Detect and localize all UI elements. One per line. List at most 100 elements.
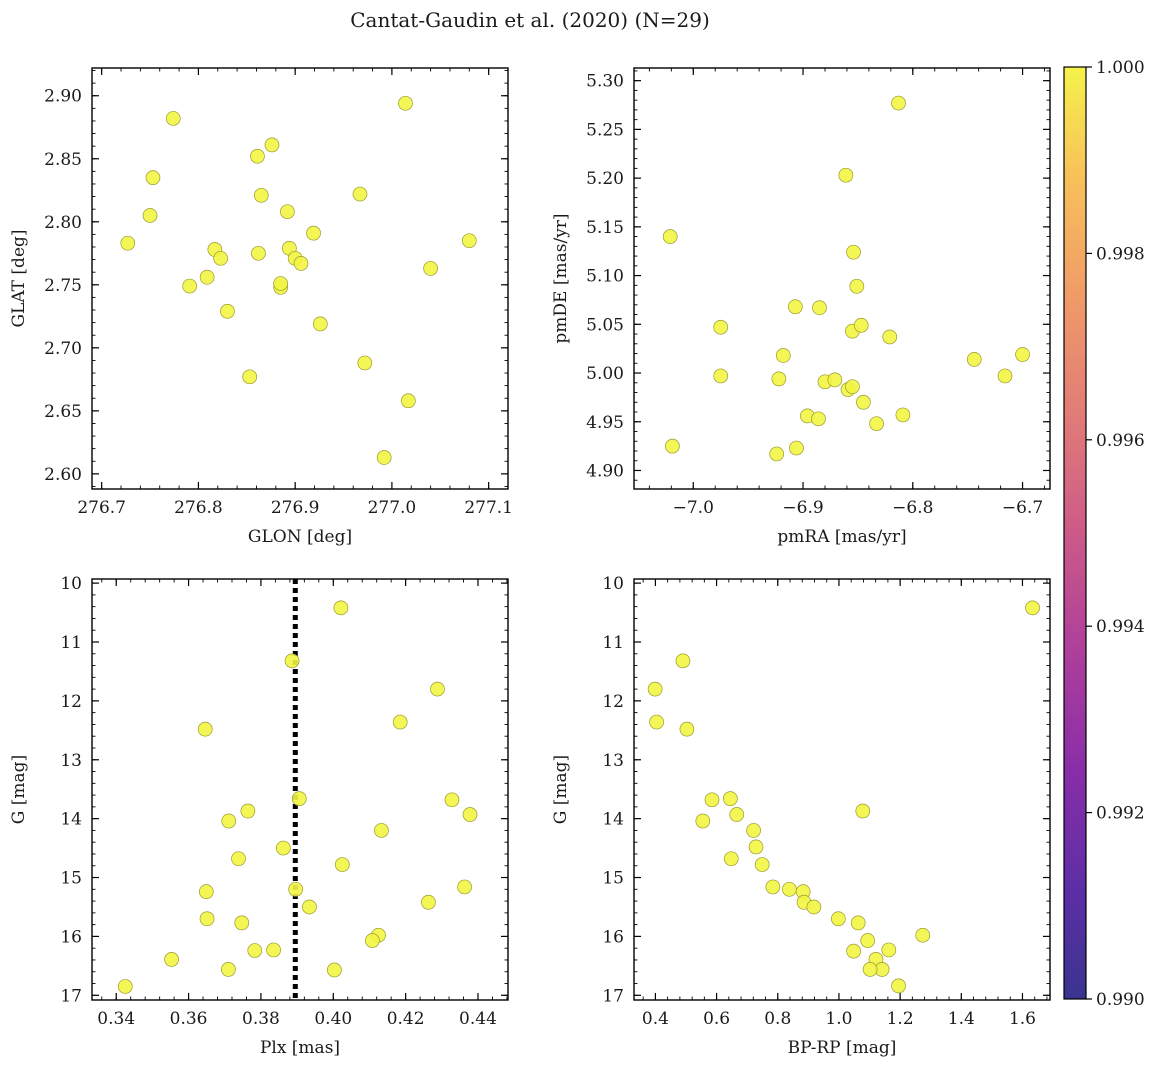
panel-4: 0.4 0.6 0.8 1.0 1.2 1.4 1.6 10 11 12 13 14 15 16 17 BP-… (551, 574, 1051, 1058)
colorbar: 1.000 0.998 0.996 0.994 0.992 0.990 (1063, 58, 1145, 1010)
data-point (284, 653, 300, 669)
data-point (765, 879, 781, 895)
data-point (273, 276, 289, 291)
data-point (220, 303, 235, 319)
plot-frame (91, 67, 509, 490)
data-point (895, 407, 911, 423)
x-tick-label: −6.7 (1002, 498, 1043, 518)
y-tick-label: 2.65 (44, 402, 82, 422)
panel-2: −7.0 −6.9 −6.8 −6.7 4.90 4.95 5.00 5.05 5.10 5.15… (551, 67, 1051, 547)
colorbar-tick-label: 0.998 (1096, 244, 1145, 264)
x-tick-label: 0.40 (314, 1009, 352, 1029)
y-tick-label: 12 (60, 692, 82, 712)
y-tick-label: 5.15 (586, 218, 624, 238)
data-point (457, 879, 472, 895)
data-point (775, 348, 791, 363)
data-point (838, 167, 854, 183)
panel-1: 276.7 276.8 276.9 277.0 277.1 2.60 2.65 2.70 2.7… (9, 67, 513, 547)
data-point (723, 851, 739, 867)
y-tick-label: 11 (60, 633, 82, 653)
data-point (862, 962, 878, 977)
y-tick-label: 10 (60, 574, 82, 594)
y-tick-label: 2.70 (44, 339, 82, 359)
y-tick-label: 14 (602, 810, 624, 830)
data-point (713, 368, 729, 384)
data-point (754, 857, 770, 872)
plot-frame (633, 578, 1051, 1001)
data-point (997, 368, 1013, 384)
y-tick-label: 2.75 (44, 276, 82, 296)
data-point (662, 229, 678, 244)
plot-frame (91, 578, 509, 1001)
x-tick-label: 0.42 (387, 1009, 425, 1029)
data-point (1025, 600, 1040, 616)
data-point (221, 962, 236, 977)
data-point (398, 95, 413, 111)
data-point (462, 807, 478, 822)
data-point (364, 933, 380, 948)
y-tick-label: 12 (602, 692, 624, 712)
data-point (234, 915, 250, 931)
y-tick-label: 17 (602, 986, 624, 1006)
y-axis-label: GLAT [deg] (9, 229, 29, 327)
colorbar-tick-label: 0.990 (1096, 990, 1145, 1010)
data-point (242, 369, 258, 385)
data-point (850, 915, 866, 931)
x-tick-label: 276.7 (77, 498, 126, 518)
data-point (771, 371, 787, 387)
x-tick-label: 1.4 (948, 1009, 975, 1029)
data-point (461, 233, 477, 249)
data-point (117, 979, 133, 994)
x-tick-label: 276.8 (174, 498, 223, 518)
data-point (327, 962, 342, 978)
colorbar-ticks: 1.000 0.998 0.996 0.994 0.992 0.990 (1086, 58, 1145, 1010)
data-point (746, 823, 761, 838)
data-point (846, 943, 861, 959)
panels: 276.7 276.8 276.9 277.0 277.1 2.60 2.65 2.70 2.7… (9, 67, 1051, 1058)
x-tick-label: −6.8 (892, 498, 933, 518)
data-point (198, 884, 214, 900)
data-point (704, 792, 720, 808)
data-point (182, 278, 198, 294)
data-point (869, 416, 884, 432)
data-point (251, 245, 266, 261)
data-point (853, 317, 869, 333)
x-tick-label: 276.9 (271, 498, 320, 518)
data-point (288, 881, 304, 897)
y-tick-label: 17 (60, 986, 82, 1006)
colorbar-tick-label: 0.994 (1096, 617, 1145, 637)
x-tick-label: 1.2 (887, 1009, 914, 1029)
y-tick-label: 2.80 (44, 213, 82, 233)
y-axis-label: G [mag] (551, 755, 571, 824)
data-point (293, 256, 309, 271)
x-tick-label: 0.6 (703, 1009, 730, 1029)
y-tick-label: 2.85 (44, 150, 82, 170)
data-point (264, 137, 280, 153)
y-tick-label: 15 (602, 869, 624, 889)
data-point (966, 352, 982, 367)
data-point (679, 721, 695, 737)
data-point (266, 942, 281, 958)
data-point (729, 807, 745, 822)
data-point (827, 372, 843, 388)
y-axis-label: G [mag] (9, 755, 29, 824)
data-point (891, 95, 906, 111)
y-tick-label: 4.90 (586, 461, 624, 481)
data-point (145, 170, 161, 186)
data-point (165, 111, 181, 126)
data-point (352, 186, 368, 202)
data-point (401, 393, 416, 409)
data-point (312, 316, 328, 332)
y-tick-label: 5.25 (586, 120, 624, 140)
y-tick-label: 4.95 (586, 413, 624, 433)
data-point (769, 446, 785, 462)
y-tick-label: 11 (602, 633, 624, 653)
data-point (231, 851, 246, 867)
data-point (213, 250, 229, 266)
y-tick-label: 16 (60, 927, 82, 947)
data-point (199, 911, 215, 927)
data-point (357, 355, 373, 371)
data-point (882, 329, 898, 345)
data-point (423, 261, 438, 276)
x-axis-label: pmRA [mas/yr] (777, 527, 906, 547)
